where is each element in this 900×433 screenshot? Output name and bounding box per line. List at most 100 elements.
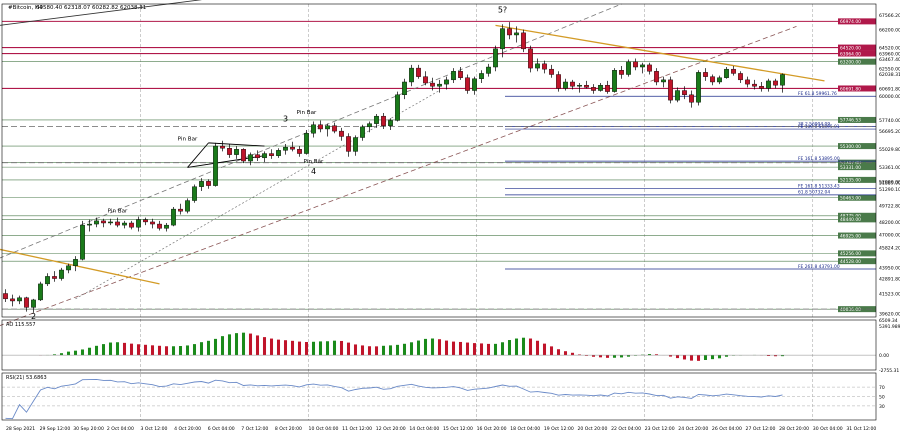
- candle-body: [514, 32, 519, 36]
- candle-body: [171, 208, 176, 226]
- candle-body: [150, 221, 155, 225]
- time-tick-label: 3 Oct 12:00: [140, 426, 167, 432]
- candle-body: [129, 222, 134, 228]
- wave-label-5: 5?: [498, 6, 507, 15]
- candle-body: [465, 77, 470, 91]
- candle-body: [780, 74, 785, 86]
- candle-body: [24, 297, 29, 308]
- ao-tick-label: 6509.34: [879, 318, 898, 324]
- price-tick-label: 53361.00: [879, 165, 900, 171]
- candle-body: [31, 299, 36, 308]
- ao-tick-label: -2755.31: [879, 368, 899, 374]
- candle-body: [248, 154, 253, 162]
- price-tick-label: 42891.80: [879, 277, 900, 283]
- candle-body: [136, 219, 141, 228]
- candle-body: [178, 208, 183, 212]
- candle-body: [556, 74, 561, 89]
- candle-body: [521, 32, 526, 50]
- price-level-label: 66974.00: [840, 19, 861, 25]
- triangle-left-edge: [187, 142, 209, 168]
- candle-body: [122, 222, 127, 226]
- wave-label-2: 2: [31, 312, 36, 321]
- price-level-tag: [838, 250, 876, 257]
- chart-axes: 28 Sep 2021 29 Sep 12:00 30 Sep 20:00 2 Oct…: [1, 3, 900, 432]
- price-level-tag: [838, 58, 876, 65]
- pin-bar-label: Pin Bar: [178, 137, 198, 143]
- time-tick-label: 30 Sep 20:00: [73, 426, 104, 432]
- candle-body: [10, 298, 15, 302]
- time-tick-label: 28 Sep 2021: [6, 426, 35, 432]
- channel-lower-line: [0, 26, 797, 326]
- candle-body: [633, 61, 638, 68]
- price-level-label: 48440.00: [840, 217, 861, 223]
- candle-body: [339, 130, 344, 137]
- candle-body: [472, 78, 477, 91]
- price-level-tag: [838, 212, 876, 219]
- candle-body: [416, 67, 421, 77]
- price-level-tag: [838, 216, 876, 223]
- time-tick-label: 6 Oct 04:00: [208, 426, 235, 432]
- price-tick-label: 57740.00: [879, 118, 900, 124]
- price-tick-label: 63960.00: [879, 52, 900, 58]
- candle-body: [332, 125, 337, 132]
- candle-body: [94, 220, 99, 225]
- time-tick-label: 23 Oct 12:00: [645, 426, 675, 432]
- candle-body: [101, 220, 106, 224]
- price-tick-label: 47000.00: [879, 233, 900, 239]
- candle-body: [703, 72, 708, 77]
- rsi-panel-frame: [1, 372, 877, 421]
- time-tick-label: 7 Oct 12:00: [241, 426, 268, 432]
- candle-body: [192, 186, 197, 201]
- time-tick-label: 14 Oct 04:00: [409, 426, 439, 432]
- price-tick-label: 67566.20: [879, 13, 900, 19]
- time-tick-label: 31 Oct 12:00: [846, 426, 876, 432]
- price-level-label: 55300.00: [840, 144, 861, 150]
- price-level-tag: [838, 164, 876, 171]
- price-level-label: 44528.00: [840, 259, 861, 265]
- candle-body: [773, 80, 778, 86]
- candle-body: [640, 64, 645, 68]
- candle-body: [157, 223, 162, 229]
- time-tick-label: 15 Oct 12:00: [443, 426, 473, 432]
- candle-body: [269, 153, 274, 156]
- time-tick-label: 30 Oct 04:00: [813, 426, 843, 432]
- pin-bar-label: Pin Bar: [108, 208, 128, 214]
- candle-body: [353, 137, 358, 152]
- candle-body: [374, 115, 379, 124]
- price-tick-label: 62550.00: [879, 67, 900, 73]
- price-level-label: 53331.00: [840, 165, 861, 171]
- candle-body: [276, 150, 281, 156]
- candle-body: [766, 80, 771, 89]
- price-level-label: 63200.00: [840, 59, 861, 65]
- candle-body: [731, 68, 736, 74]
- fib-level-label: 61.8 50732.04: [798, 190, 830, 196]
- candle-body: [360, 126, 365, 138]
- candle-body: [297, 149, 302, 154]
- ao-tick-label: 5391.989: [879, 324, 900, 330]
- price-level-tag: [838, 85, 876, 92]
- time-tick-label: 26 Oct 04:00: [712, 426, 742, 432]
- fib-level-label: FE 161.8 53895.00: [798, 156, 840, 162]
- rsi-indicator-panel: RSI(21) 53.6863 70 50 30: [2, 375, 885, 420]
- price-level-tag: [838, 116, 876, 123]
- candle-body: [255, 154, 260, 159]
- candle-body: [87, 223, 92, 226]
- candle-body: [437, 83, 442, 87]
- candle-body: [164, 224, 169, 229]
- candle-body: [500, 28, 505, 50]
- candle-body: [493, 48, 498, 68]
- candle-body: [423, 76, 428, 84]
- candle-body: [227, 148, 232, 155]
- time-tick-label: 18 Oct 04:00: [510, 426, 540, 432]
- ao-panel-frame: [1, 319, 877, 371]
- price-level-tag: [838, 143, 876, 150]
- candle-body: [66, 265, 71, 271]
- time-tick-label: 11 Oct 12:00: [342, 426, 372, 432]
- candle-body: [38, 283, 43, 301]
- candle-body: [591, 87, 596, 91]
- candle-body: [696, 72, 701, 103]
- candle-body: [570, 81, 575, 87]
